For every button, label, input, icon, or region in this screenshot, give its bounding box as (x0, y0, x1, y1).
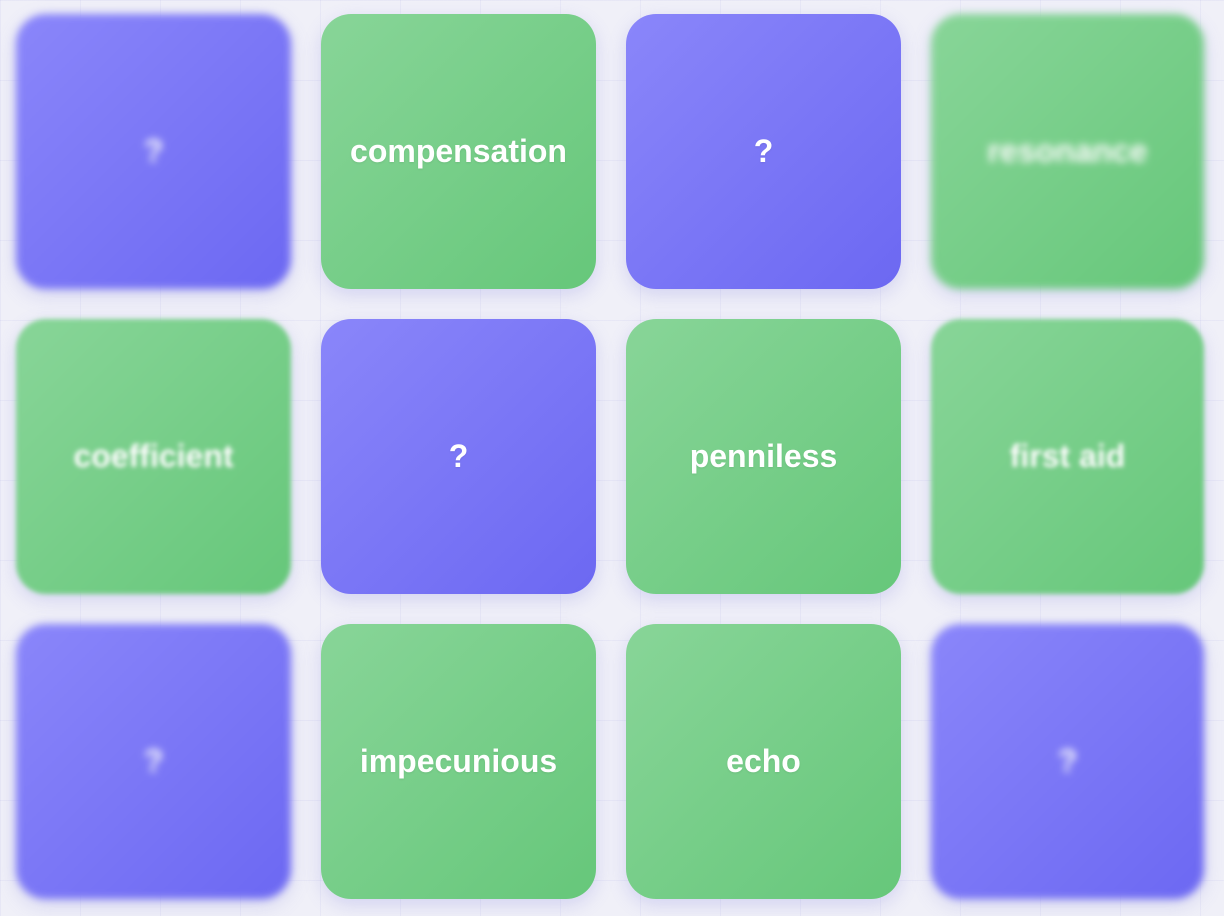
card-label: compensation (350, 133, 567, 169)
card-label: resonance (987, 133, 1148, 169)
card-label: first aid (1009, 438, 1126, 474)
card-label: penniless (689, 438, 838, 474)
card-revealed[interactable]: compensation (321, 14, 596, 289)
card-revealed[interactable]: first aid (931, 319, 1204, 594)
card-revealed[interactable]: impecunious (321, 624, 596, 899)
card-hidden[interactable]: ? (931, 624, 1204, 899)
card-hidden[interactable]: ? (16, 14, 291, 289)
card-revealed[interactable]: resonance (931, 14, 1204, 289)
card-label: ? (143, 743, 164, 779)
card-label: impecunious (359, 743, 558, 779)
card-hidden[interactable]: ? (626, 14, 901, 289)
card-label: ? (143, 133, 164, 169)
card-label: ? (753, 133, 774, 169)
card-label: echo (726, 743, 801, 779)
card-revealed[interactable]: penniless (626, 319, 901, 594)
card-revealed[interactable]: coefficient (16, 319, 291, 594)
card-hidden[interactable]: ? (16, 624, 291, 899)
card-revealed[interactable]: echo (626, 624, 901, 899)
card-label: coefficient (73, 438, 234, 474)
card-label: ? (448, 438, 469, 474)
card-label: ? (1057, 743, 1078, 779)
card-hidden[interactable]: ? (321, 319, 596, 594)
